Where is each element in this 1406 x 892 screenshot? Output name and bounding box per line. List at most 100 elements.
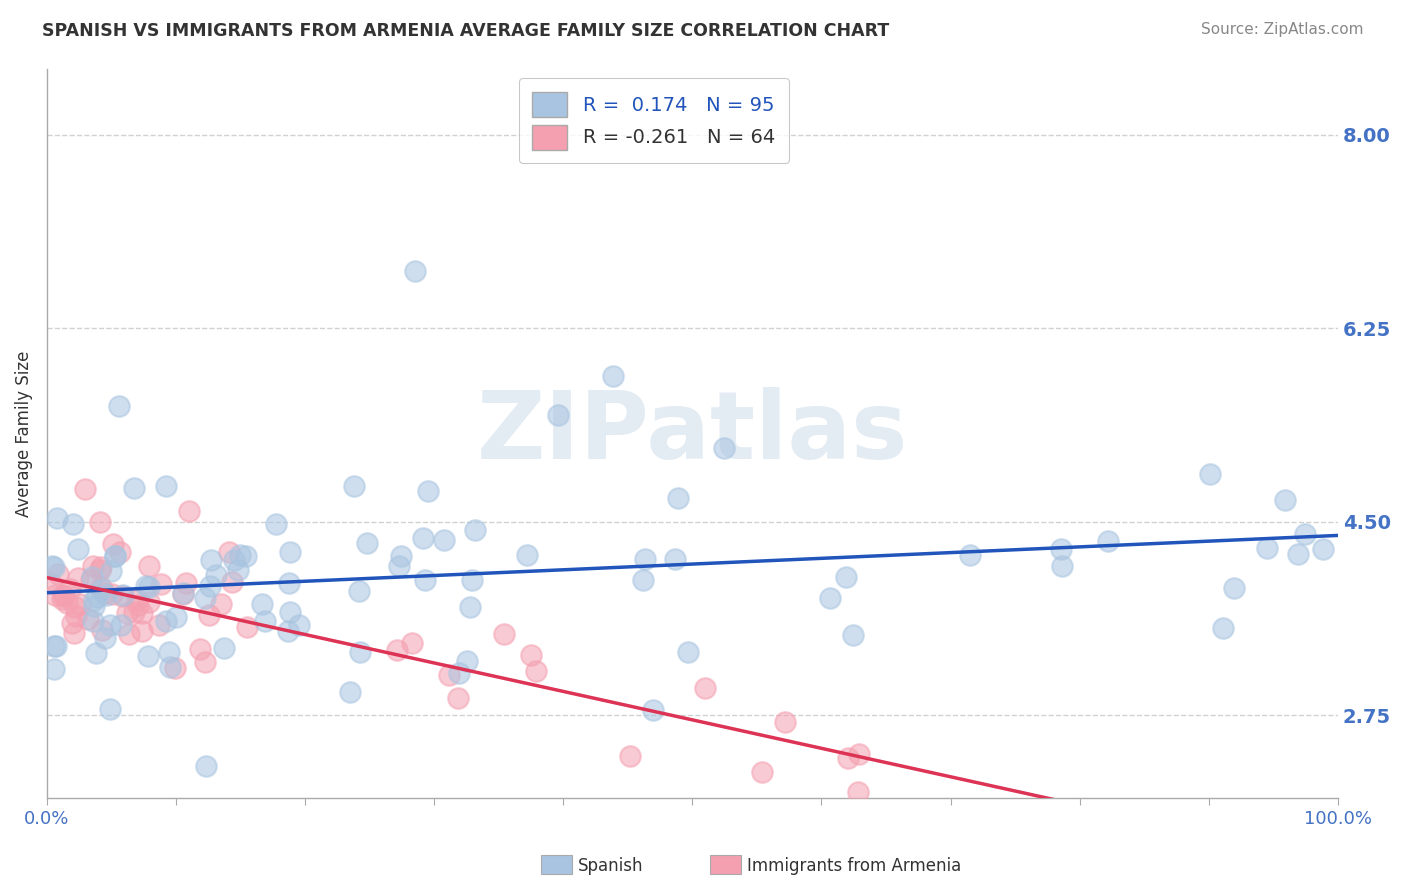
Point xyxy=(224,553,246,567)
Point xyxy=(751,765,773,780)
Point xyxy=(209,597,232,611)
Point xyxy=(602,369,624,384)
Point xyxy=(547,409,569,423)
Point xyxy=(155,614,177,628)
Text: SPANISH VS IMMIGRANTS FROM ARMENIA AVERAGE FAMILY SIZE CORRELATION CHART: SPANISH VS IMMIGRANTS FROM ARMENIA AVERA… xyxy=(42,22,890,40)
Point xyxy=(172,587,194,601)
Point xyxy=(135,579,157,593)
Point xyxy=(91,624,114,638)
Point xyxy=(277,624,299,638)
Point xyxy=(56,596,79,610)
Point xyxy=(339,685,361,699)
Point xyxy=(250,597,273,611)
Point xyxy=(516,548,538,562)
Point xyxy=(42,640,65,654)
Point xyxy=(226,563,249,577)
Point xyxy=(349,645,371,659)
Point xyxy=(664,552,686,566)
Point xyxy=(404,264,426,278)
Point xyxy=(837,750,859,764)
Point xyxy=(138,559,160,574)
Point xyxy=(165,661,187,675)
Point xyxy=(82,558,104,573)
Point xyxy=(77,612,100,626)
Point xyxy=(775,714,797,729)
Point xyxy=(447,691,470,706)
Point xyxy=(194,655,217,669)
Point xyxy=(75,482,97,496)
Point xyxy=(197,608,219,623)
Point xyxy=(159,660,181,674)
Point xyxy=(818,591,841,606)
Point xyxy=(83,592,105,607)
Point xyxy=(1199,467,1222,481)
Point xyxy=(695,681,717,695)
Point xyxy=(676,645,699,659)
Point xyxy=(89,515,111,529)
Point xyxy=(127,598,149,612)
Point xyxy=(100,565,122,579)
Point xyxy=(46,511,69,525)
Point xyxy=(60,615,83,630)
Point xyxy=(166,610,188,624)
Point xyxy=(387,643,409,657)
Point xyxy=(69,597,91,611)
Point xyxy=(90,582,112,597)
Point xyxy=(86,590,108,604)
Point xyxy=(104,549,127,563)
Point xyxy=(1256,541,1278,555)
Point xyxy=(148,617,170,632)
Point xyxy=(218,545,240,559)
Point xyxy=(416,483,439,498)
Point xyxy=(122,605,145,619)
Point xyxy=(110,618,132,632)
Point xyxy=(456,654,478,668)
Point xyxy=(1286,547,1309,561)
Point xyxy=(1049,542,1071,557)
Point xyxy=(98,617,121,632)
Point xyxy=(713,441,735,455)
Point xyxy=(631,574,654,588)
Point xyxy=(100,587,122,601)
Point xyxy=(42,662,65,676)
Point xyxy=(80,570,103,584)
Text: Source: ZipAtlas.com: Source: ZipAtlas.com xyxy=(1201,22,1364,37)
Point xyxy=(846,785,869,799)
Point xyxy=(83,599,105,613)
Point xyxy=(464,523,486,537)
Point xyxy=(67,571,90,585)
Point xyxy=(524,665,547,679)
Point xyxy=(157,645,180,659)
Point xyxy=(200,553,222,567)
Point xyxy=(389,549,412,563)
Point xyxy=(149,576,172,591)
Point xyxy=(174,576,197,591)
Point xyxy=(1223,582,1246,596)
Point xyxy=(122,481,145,495)
Point xyxy=(131,607,153,621)
Point xyxy=(278,545,301,559)
Point xyxy=(93,586,115,600)
Point xyxy=(349,584,371,599)
Point xyxy=(229,549,252,563)
Point xyxy=(98,702,121,716)
Point xyxy=(65,608,87,623)
Point xyxy=(634,552,657,566)
Point xyxy=(413,573,436,587)
Point xyxy=(841,627,863,641)
Point xyxy=(138,595,160,609)
Point xyxy=(401,636,423,650)
Point xyxy=(44,560,66,574)
Point xyxy=(45,639,67,653)
Point xyxy=(278,605,301,619)
Point xyxy=(108,399,131,413)
Point xyxy=(63,599,86,614)
Point xyxy=(643,703,665,717)
Point xyxy=(433,533,456,547)
Point xyxy=(449,665,471,680)
Point xyxy=(835,570,858,584)
Point xyxy=(62,516,84,531)
Point xyxy=(519,648,541,662)
Point xyxy=(198,579,221,593)
Point xyxy=(51,592,73,607)
